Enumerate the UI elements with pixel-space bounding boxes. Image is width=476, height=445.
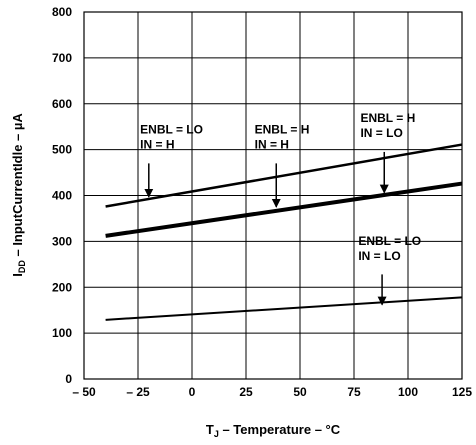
x-tick-label: 100	[398, 385, 418, 399]
x-tick-label: – 25	[126, 385, 150, 399]
grid	[83, 11, 463, 380]
annotation-label: IN = H	[255, 138, 289, 152]
y-tick-label: 200	[52, 280, 72, 294]
plot-frame	[83, 11, 463, 380]
annotation-label: ENBL = H	[360, 111, 415, 125]
y-tick-label: 400	[52, 189, 72, 203]
x-tick-label: – 50	[72, 385, 96, 399]
series-line-2	[105, 181, 463, 238]
tick-labels: – 50 – 25 0 25 50 75 100 125 0 100 200 300 400 500 600…	[52, 5, 472, 399]
series-lines	[105, 143, 463, 321]
x-tick-label: 50	[293, 385, 307, 399]
y-tick-label: 100	[52, 326, 72, 340]
y-tick-label: 300	[52, 234, 72, 248]
x-tick-label: 25	[239, 385, 253, 399]
series-line-1	[105, 143, 463, 208]
y-tick-label: 500	[52, 143, 72, 157]
x-tick-label: 125	[452, 385, 472, 399]
annotation-label: IN = LO	[360, 126, 402, 140]
x-tick-label: 0	[189, 385, 196, 399]
annotation-label: IN = H	[140, 138, 174, 152]
annotation-label: ENBL = H	[255, 123, 310, 137]
y-axis-label: IDD – InputCurrentIdle – µA	[10, 113, 27, 277]
y-tick-label: 0	[65, 372, 72, 386]
annotation-label: ENBL = LO	[358, 234, 421, 248]
y-tick-label: 800	[52, 5, 72, 19]
annotation-label: IN = LO	[358, 249, 400, 263]
series-line-3	[105, 296, 463, 321]
y-tick-label: 600	[52, 97, 72, 111]
x-axis-label: TJ – Temperature – °C	[206, 422, 341, 439]
annotation-label: ENBL = LO	[140, 123, 203, 137]
x-tick-label: 75	[347, 385, 361, 399]
y-tick-label: 700	[52, 51, 72, 65]
